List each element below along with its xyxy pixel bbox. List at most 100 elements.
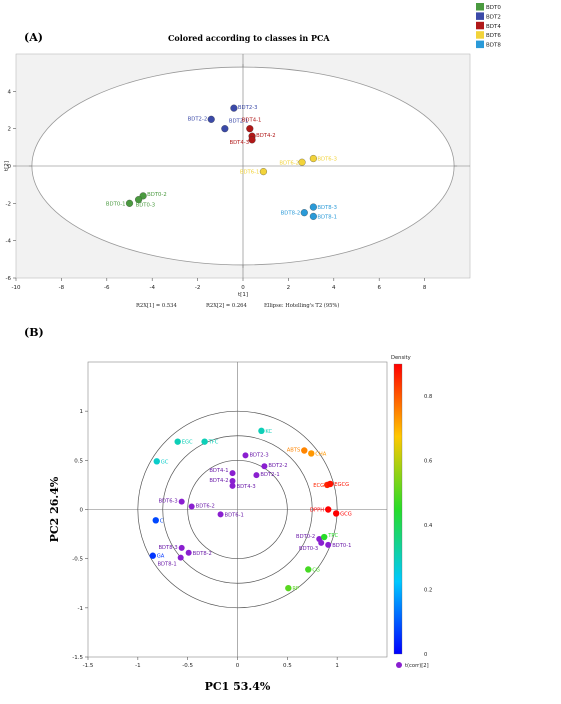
- variable-point: [201, 438, 208, 445]
- variable-label: CG: [312, 567, 320, 573]
- score-point: [135, 196, 143, 204]
- score-point-label: BDT0-3: [136, 203, 156, 209]
- colorbar-tick-label: 0.8: [424, 394, 432, 400]
- colorbar-tick-label: 0: [424, 652, 427, 658]
- y-tick-label-a: 0: [8, 164, 12, 170]
- variable-label: GC: [161, 459, 169, 465]
- y-tick-label-b: 1: [80, 409, 84, 415]
- variable-label: TPC: [327, 533, 338, 539]
- x-tick-label-a: 0: [241, 285, 245, 291]
- score-point-label: BDT6-3: [317, 157, 337, 163]
- observation-label: BDT0-2: [296, 534, 315, 540]
- variable-label: C: [160, 518, 164, 524]
- variable-point: [258, 427, 265, 435]
- score-point: [125, 199, 134, 207]
- observation-label: BDT2-2: [268, 463, 287, 469]
- score-point-label: BDT8-1: [317, 214, 337, 220]
- observation-label: BDT8-1: [157, 562, 176, 568]
- observation-point: [229, 477, 236, 484]
- observation-label: BDT8-3: [158, 545, 177, 551]
- correlation-circle: [162, 435, 313, 584]
- observation-label: BDT6-1: [225, 512, 244, 518]
- colorbar-title: Density: [391, 355, 411, 361]
- y-tick-label-b: -1.5: [72, 655, 83, 661]
- variable-point: [326, 480, 334, 488]
- observation-point: [318, 539, 325, 546]
- colorbar-tick-label: 0.4: [424, 523, 433, 529]
- x-tick-label-a: -6: [104, 285, 110, 291]
- variable-label: CHA: [315, 451, 327, 457]
- correlation-biplot: -1.5 -1 -0.5 0 0.5 1 -1.5 -1 -0.5 0 0.5 1 PC1 53.4% P…: [48, 355, 433, 693]
- variable-label: ABTS: [287, 448, 301, 454]
- score-point: [230, 104, 238, 112]
- score-point-label: BDT4-1: [242, 118, 262, 124]
- x-tick-label-b: -1: [135, 663, 140, 669]
- y-tick-label-a: -4: [6, 239, 12, 245]
- legend-label: BDT2: [486, 14, 501, 20]
- x-tick-label-a: 8: [423, 285, 427, 291]
- footer-stat: R2X[1] = 0.534: [136, 303, 177, 309]
- observation-label: BDT0-1: [332, 543, 351, 549]
- correlation-circle: [137, 410, 338, 609]
- variable-label: DPPH: [310, 508, 324, 514]
- x-tick-label-a: -2: [195, 285, 200, 291]
- score-point: [246, 125, 254, 133]
- legend-label: BDT4: [486, 24, 501, 30]
- variable-label: GCG: [340, 511, 352, 517]
- score-point-label: BDT6-1: [240, 170, 260, 176]
- legend-swatch: [476, 3, 484, 11]
- observation-label: BDT2-3: [249, 452, 268, 458]
- legend-swatch: [476, 12, 484, 20]
- variable-label: ECG: [313, 483, 324, 489]
- observation-label: BDT2-1: [260, 472, 279, 478]
- variable-point: [324, 506, 332, 513]
- x-axis-label-b: PC1 53.4%: [205, 680, 271, 693]
- x-tick-label-b: -0.5: [182, 663, 193, 669]
- score-point: [207, 115, 215, 123]
- observation-label: BDT4-2: [209, 478, 228, 484]
- y-tick-label-a: 2: [8, 127, 12, 133]
- observation-point: [229, 470, 236, 477]
- panel-b-label: (B): [24, 326, 44, 339]
- variable-point: [332, 510, 340, 517]
- y-tick-label-a: -2: [6, 201, 11, 207]
- footer-stat: Ellipse: Hotelling's T2 (95%): [264, 302, 339, 309]
- observation-label: BDT6-3: [158, 499, 177, 505]
- y-tick-label-b: 0: [80, 508, 84, 514]
- score-point-label: BDT6-2: [279, 160, 299, 166]
- colorbar-tick-label: 0.2: [424, 588, 432, 594]
- score-point: [309, 203, 317, 211]
- score-point-label: BDT8-2: [281, 211, 301, 217]
- legend-label: BDT8: [486, 43, 501, 49]
- legend-marker-b: [396, 662, 402, 668]
- score-point-label: BDT4-3: [229, 140, 249, 146]
- legend-swatch: [476, 21, 484, 30]
- x-tick-label-a: 4: [332, 285, 336, 291]
- x-tick-label-b: 1: [335, 663, 339, 669]
- colorbar-tick-label: 0.6: [424, 459, 432, 465]
- legend-label: BDT0: [486, 5, 501, 11]
- variable-point: [308, 450, 315, 457]
- observation-point: [177, 554, 184, 561]
- observation-label: BDT6-2: [196, 504, 215, 510]
- variable-label: TFC: [208, 440, 219, 446]
- x-tick-label-b: 0.5: [283, 663, 292, 669]
- observation-label: BDT0-3: [299, 546, 318, 552]
- x-tick-label-a: 2: [287, 285, 291, 291]
- x-tick-label-a: -4: [149, 285, 155, 291]
- observation-point: [261, 463, 268, 470]
- variable-label: RP: [292, 586, 299, 592]
- observation-point: [178, 544, 185, 551]
- variable-label: EGCG: [334, 482, 349, 488]
- variable-point: [149, 552, 156, 559]
- score-point-label: BDT2-1: [229, 119, 249, 125]
- legend-label: BDT6: [486, 33, 501, 39]
- x-tick-label-a: -8: [59, 285, 65, 291]
- observation-label: BDT4-1: [209, 468, 228, 474]
- score-point: [221, 125, 229, 133]
- x-axis-label-a: t[1]: [238, 292, 248, 298]
- y-tick-label-b: -1: [78, 606, 83, 612]
- score-point-label: BDT2-2: [188, 116, 208, 122]
- y-tick-label-a: -6: [6, 276, 12, 282]
